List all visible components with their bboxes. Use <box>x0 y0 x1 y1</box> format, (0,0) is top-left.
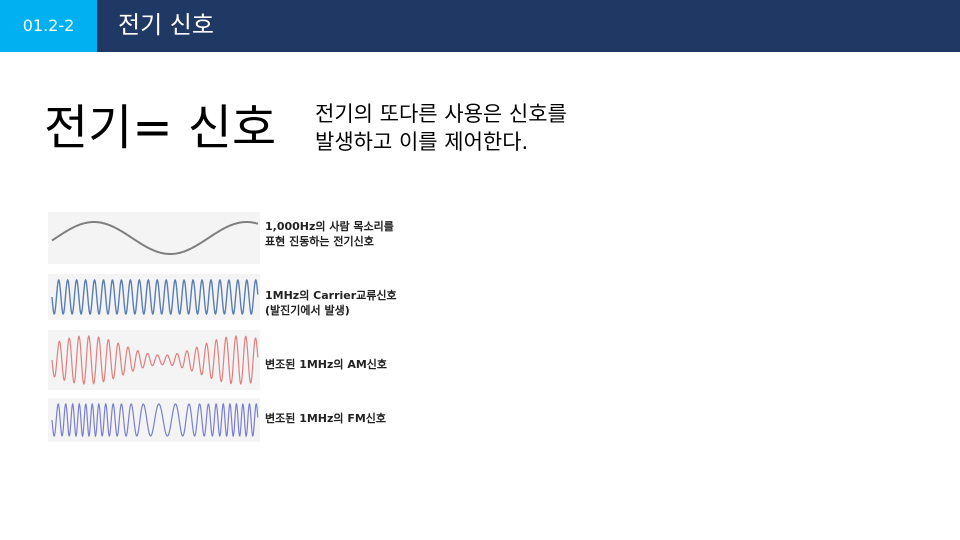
description-line-1: 전기의 또다른 사용은 신호를 <box>315 102 567 126</box>
wave-background-voice <box>48 212 260 264</box>
carrier-signal-label: 1MHz의 Carrier교류신호 (발진기에서 발생) <box>265 288 397 318</box>
fm-signal-label-line-1: 변조된 1MHz의 FM신호 <box>265 412 387 425</box>
voice-signal-wave <box>51 220 259 256</box>
description: 전기의 또다른 사용은 신호를 발생하고 이를 제어한다. <box>315 100 567 156</box>
am-signal-label: 변조된 1MHz의 AM신호 <box>265 357 387 372</box>
fm-signal-wave <box>51 402 259 438</box>
waveform-illustration <box>48 212 260 442</box>
voice-signal-label-line-1: 1,000Hz의 사람 목소리를 <box>265 220 394 233</box>
voice-signal-label-line-2: 표현 진동하는 전기신호 <box>265 235 374 248</box>
am-signal-label-line-1: 변조된 1MHz의 AM신호 <box>265 358 388 371</box>
carrier-signal-label-line-1: 1MHz의 Carrier교류신호 <box>265 289 397 302</box>
carrier-signal-label-line-2: (발진기에서 발생) <box>265 304 350 317</box>
carrier-signal-wave <box>51 278 259 316</box>
header-bar: 01.2-2 전기 신호 <box>0 0 960 52</box>
main-heading: 전기= 신호 <box>44 100 277 156</box>
section-title: 전기 신호 <box>118 11 214 39</box>
am-signal-wave <box>51 335 259 385</box>
description-line-2: 발생하고 이를 제어한다. <box>315 130 529 154</box>
slide-number-badge: 01.2-2 <box>0 0 97 52</box>
voice-signal-label: 1,000Hz의 사람 목소리를 표현 진동하는 전기신호 <box>265 219 394 249</box>
fm-signal-label: 변조된 1MHz의 FM신호 <box>265 411 386 426</box>
